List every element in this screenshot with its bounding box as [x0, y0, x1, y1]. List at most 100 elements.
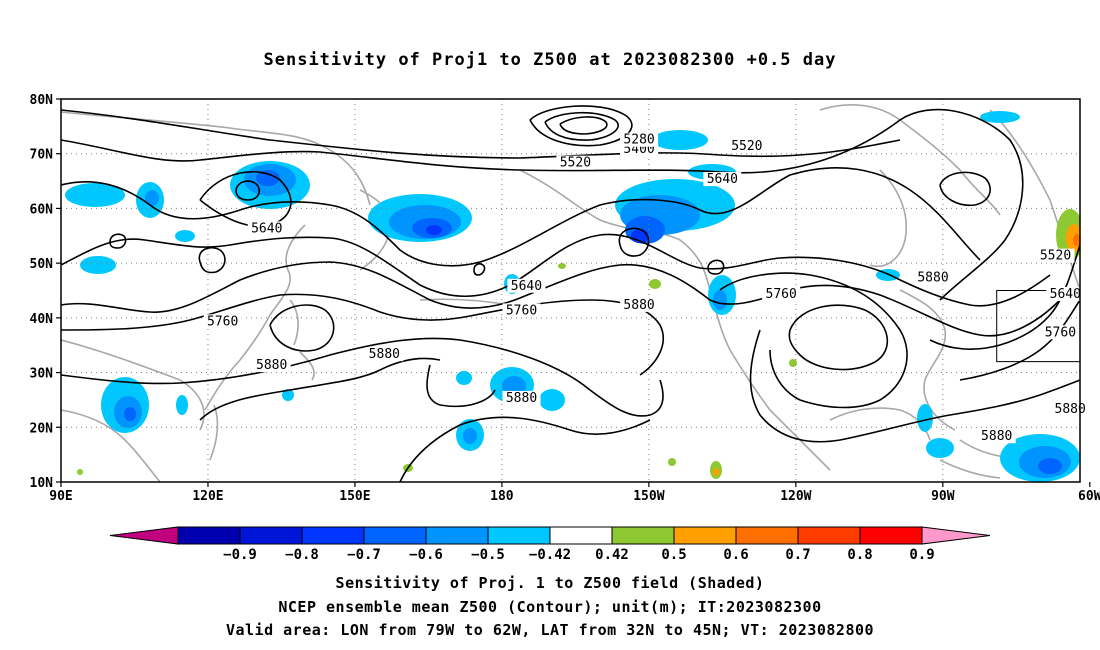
contour-label-bg: [556, 155, 595, 170]
colorbar-swatch: [859, 526, 923, 545]
caption-contour-field: NCEP ensemble mean Z500 (Contour); unit(…: [278, 598, 822, 616]
coastline-gulf: [829, 407, 931, 441]
z500-contours: [61, 105, 1080, 482]
lon-tick-label: 150E: [339, 489, 370, 504]
coastline-indochina: [61, 409, 161, 482]
coastline-china: [61, 339, 205, 431]
contour-line: [61, 166, 981, 267]
contour-line: [198, 246, 226, 274]
shade-patch-south-china-sea: [101, 377, 294, 433]
contour-label: 5520: [560, 156, 591, 171]
contour-label: 5760: [766, 287, 797, 302]
contour-label-bg: [727, 139, 766, 154]
contour-label: 5280: [623, 133, 654, 148]
colorbar-swatch: [611, 526, 675, 545]
colorbar-swatch: [673, 526, 737, 545]
colorbar-swatch: [177, 526, 241, 545]
colorbar-swatch: [797, 526, 861, 545]
lat-tick-label: 50N: [30, 257, 54, 272]
colorbar-label: −0.42: [529, 547, 571, 563]
colorbar-swatch: [735, 526, 799, 545]
contour-line: [707, 259, 725, 275]
coastline-asia-east: [204, 224, 306, 411]
shade-patch-us-west: [708, 275, 736, 315]
contour-label-bg: [203, 314, 242, 329]
coastline-japan: [289, 299, 315, 381]
plot-frame: [60, 98, 1081, 483]
contour-label-bg: [1041, 325, 1080, 340]
contour-label-bg: [252, 358, 291, 373]
lat-tick-label: 20N: [30, 421, 54, 436]
shade-patch-alaska: [615, 130, 736, 244]
colorbar-swatch: [301, 526, 365, 545]
contour-label: 5520: [1040, 249, 1071, 264]
coastline-hudson: [869, 169, 907, 267]
colorbar-label: 0.7: [785, 547, 810, 563]
contour-label: 5640: [511, 279, 542, 294]
longitude-axis: 90E 120E 150E 180 150W 120W 90W 60W: [49, 482, 1100, 504]
colorbar-low-triangle: [109, 526, 179, 545]
colorbar-label: −0.8: [285, 547, 319, 563]
contour-label: 5760: [506, 303, 537, 318]
contour-label: 5520: [731, 139, 762, 154]
contour-label: 5760: [207, 314, 238, 329]
coastline-arctic-islands: [819, 104, 1001, 216]
colorbar-label: 0.6: [723, 547, 748, 563]
lon-tick-label: 90E: [49, 489, 72, 504]
lat-tick-label: 70N: [30, 148, 54, 163]
contour-line: [749, 329, 1080, 443]
colorbar-label: 0.42: [595, 547, 629, 563]
contour-line: [269, 304, 335, 352]
colorbar-swatch: [549, 526, 613, 545]
contour-label: 5880: [506, 391, 537, 406]
contour-line: [939, 171, 991, 207]
contour-label: 5880: [1055, 402, 1086, 417]
contour-line: [109, 233, 127, 249]
contour-label-bg: [620, 297, 659, 312]
lat-tick-label: 30N: [30, 367, 54, 382]
contour-label-bg: [703, 172, 742, 187]
colorbar-label: −0.7: [347, 547, 381, 563]
contour-line: [426, 364, 496, 408]
colorbar-swatch: [239, 526, 303, 545]
contour-label-bg: [1036, 248, 1075, 263]
coastline-philippines: [209, 404, 219, 461]
lon-tick-label: 150W: [633, 489, 664, 504]
contour-line: [61, 108, 1024, 301]
contour-labels: 5400528055205520564055205640576056405640…: [203, 132, 1090, 444]
contour-line: [719, 272, 908, 409]
contour-line: [788, 304, 889, 371]
contour-line: [61, 261, 1061, 337]
contour-label-bg: [365, 347, 404, 362]
caption-shaded-field: Sensitivity of Proj. 1 to Z500 field (Sh…: [335, 574, 765, 592]
lon-tick-label: 120E: [192, 489, 223, 504]
colorbar-label: −0.5: [471, 547, 505, 563]
contour-label: 5640: [707, 172, 738, 187]
colorbar-label: 0.9: [909, 547, 934, 563]
shade-patch-kamchatka: [368, 194, 472, 242]
contour-label-bg: [762, 286, 801, 301]
contour-label-bg: [977, 429, 1016, 444]
contour-label: 5880: [256, 358, 287, 373]
shade-patch-siberia-west: [65, 182, 195, 274]
contour-line: [929, 244, 1080, 350]
coastline-na-west: [709, 289, 831, 471]
contour-line: [61, 109, 901, 159]
contour-label: 5880: [981, 429, 1012, 444]
lon-tick-label: 180: [490, 489, 514, 504]
latitude-axis: 80N 70N 60N 50N 40N 30N 20N 10N: [30, 93, 61, 491]
contour-label: 5880: [369, 347, 400, 362]
lon-tick-label: 60W: [1078, 489, 1100, 504]
contour-label-bg: [502, 303, 541, 318]
contour-label-bg: [914, 270, 953, 285]
shade-patch-positive: [77, 209, 1080, 479]
contour-line: [399, 416, 651, 482]
contour-line: [61, 337, 664, 417]
colorbar-swatch: [487, 526, 551, 545]
lat-tick-label: 80N: [30, 93, 54, 108]
colorbar-label: −0.9: [223, 547, 257, 563]
contour-line: [544, 111, 619, 141]
contour-label-bg: [620, 132, 659, 147]
colorbar-label: −0.6: [409, 547, 443, 563]
